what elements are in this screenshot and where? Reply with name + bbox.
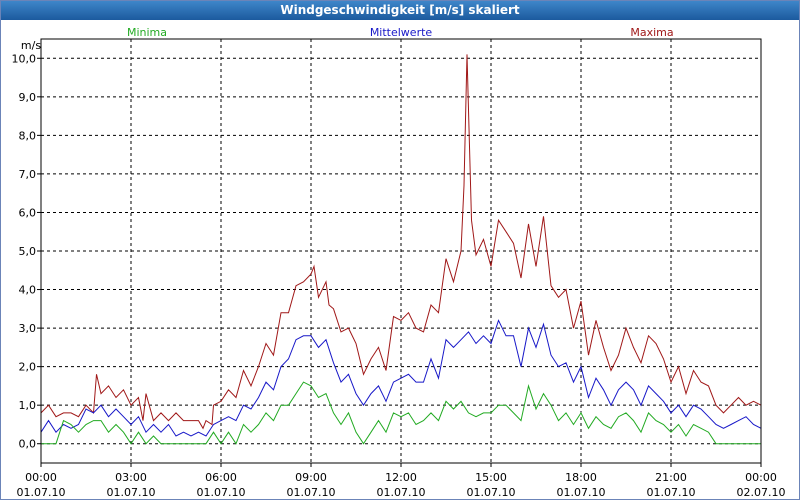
x-tick-time: 00:00 xyxy=(25,471,57,484)
series-line-minima xyxy=(41,381,761,445)
x-tick-date: 01.07.10 xyxy=(17,486,66,499)
y-tick-label: 10,0 xyxy=(12,52,37,65)
y-tick-label: 2,0 xyxy=(19,361,37,374)
y-tick-label: 8,0 xyxy=(19,129,37,142)
x-tick-date: 01.07.10 xyxy=(647,486,696,499)
plot-area xyxy=(40,38,762,464)
x-tick-date: 01.07.10 xyxy=(557,486,606,499)
x-tick-time: 21:00 xyxy=(655,471,687,484)
y-axis-label: m/s xyxy=(21,39,41,52)
x-tick-date: 01.07.10 xyxy=(197,486,246,499)
series-line-maxima xyxy=(40,54,762,430)
y-tick-label: 6,0 xyxy=(19,206,37,219)
y-tick-label: 9,0 xyxy=(19,91,37,104)
legend-maxima: Maxima xyxy=(630,26,673,39)
x-tick-date: 01.07.10 xyxy=(107,486,156,499)
x-tick-time: 09:00 xyxy=(295,471,327,484)
x-tick-date: 01.07.10 xyxy=(377,486,426,499)
x-tick-time: 18:00 xyxy=(565,471,597,484)
chart: m/s Minima Mittelwerte Maxima 0,0 1,0 2,0 3… xyxy=(12,26,786,499)
x-tick-time: 00:00 xyxy=(745,471,777,484)
x-tick-time: 06:00 xyxy=(205,471,237,484)
x-tick-date: 01.07.10 xyxy=(287,486,336,499)
y-tick-label: 0,0 xyxy=(19,438,37,451)
y-tick-label: 4,0 xyxy=(19,284,37,297)
series-line-mittelwerte xyxy=(40,319,762,437)
legend-mittelwerte: Mittelwerte xyxy=(370,26,433,39)
window-title: Windgeschwindigkeit [m/s] skaliert xyxy=(1,1,799,20)
y-tick-label: 1,0 xyxy=(19,399,37,412)
legend-minima: Minima xyxy=(127,26,167,39)
x-tick-date: 01.07.10 xyxy=(467,486,516,499)
y-tick-label: 3,0 xyxy=(19,322,37,335)
y-tick-label: 7,0 xyxy=(19,168,37,181)
x-tick-time: 12:00 xyxy=(385,471,417,484)
x-tick-date: 02.07.10 xyxy=(737,486,786,499)
x-tick-time: 15:00 xyxy=(475,471,507,484)
x-tick-time: 03:00 xyxy=(115,471,147,484)
y-tick-label: 5,0 xyxy=(19,245,37,258)
